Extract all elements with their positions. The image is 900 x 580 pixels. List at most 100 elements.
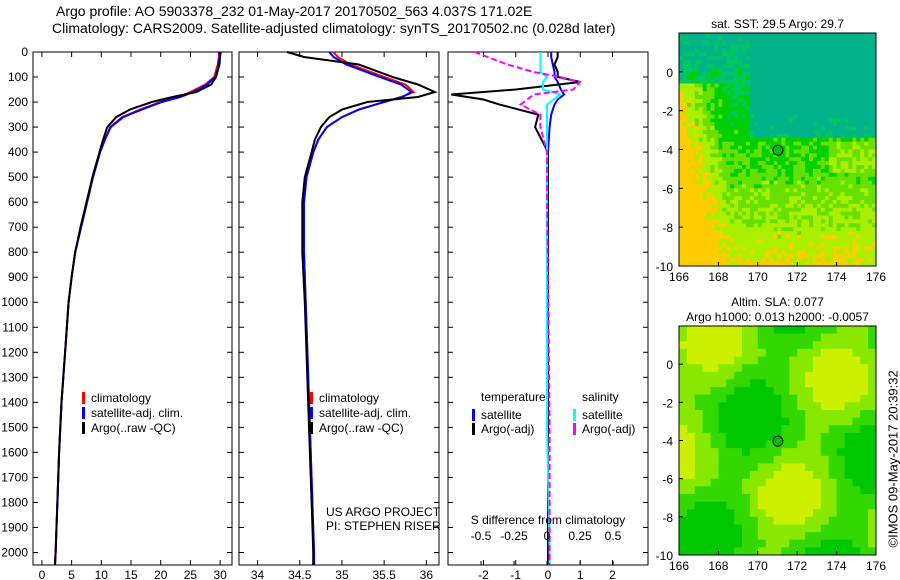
map-cell — [746, 200, 751, 205]
map-cell — [785, 118, 790, 123]
map-cell — [836, 48, 841, 53]
map-cell — [686, 493, 696, 502]
map-cell — [801, 157, 806, 162]
map-cell — [690, 200, 696, 205]
map-cell — [797, 348, 806, 357]
map-cell — [761, 192, 767, 197]
map-cell — [686, 478, 696, 487]
map-cell — [679, 463, 688, 472]
y-tick-label: 1500 — [1, 420, 28, 434]
map-cell — [734, 110, 739, 116]
map-cell — [785, 48, 790, 53]
map-cell — [824, 91, 830, 96]
map-cell — [868, 254, 873, 259]
map-cell — [832, 52, 838, 57]
map-cell — [809, 64, 814, 69]
map-cell — [801, 40, 806, 46]
map-cell — [726, 87, 731, 92]
map-cell — [856, 44, 861, 49]
map-cell — [718, 102, 723, 108]
map-cell — [749, 48, 755, 53]
map-cell — [813, 364, 822, 373]
map-cell — [824, 258, 830, 263]
map-cell — [722, 137, 727, 143]
map-cell — [793, 36, 798, 42]
x-tick-label: 35.5 — [372, 568, 396, 580]
map-cell — [702, 219, 707, 224]
map-cell — [797, 196, 802, 201]
map-cell — [828, 341, 838, 350]
map-cell — [706, 207, 711, 213]
map-cell — [840, 246, 845, 251]
map-cell — [781, 79, 786, 84]
map-cell — [698, 250, 704, 255]
map-cell — [749, 524, 759, 533]
map-cell — [730, 52, 735, 57]
map-cell — [789, 110, 794, 116]
map-cell — [682, 250, 688, 255]
map-cell — [828, 141, 834, 147]
map-cell — [694, 478, 704, 487]
map-cell — [828, 134, 834, 139]
map-cell — [844, 56, 849, 61]
map-cell — [824, 130, 830, 135]
map-cell — [726, 394, 735, 403]
map-cell — [718, 219, 723, 224]
map-cell — [813, 134, 818, 139]
map-cell — [769, 207, 774, 213]
map-cell — [690, 180, 696, 185]
map-cell — [801, 99, 806, 104]
map-cell — [706, 262, 711, 267]
map-cell — [730, 79, 735, 84]
y-tick-label: 200 — [8, 95, 28, 109]
map-cell — [757, 463, 767, 472]
map-cell — [702, 180, 707, 185]
map-cell — [690, 223, 696, 228]
map-cell — [730, 258, 735, 263]
map-cell — [690, 126, 696, 131]
map-cell — [860, 176, 865, 182]
map-cell — [872, 254, 877, 259]
map-cell — [840, 242, 845, 248]
map-cell — [836, 219, 841, 224]
map-cell — [868, 227, 873, 232]
map-cell — [769, 242, 774, 248]
map-cell — [805, 44, 810, 49]
map-cell — [765, 40, 771, 46]
map-cell — [789, 126, 794, 131]
map-cell — [722, 126, 727, 131]
map-cell — [828, 432, 838, 441]
map-cell — [832, 33, 838, 38]
map-cell — [686, 486, 696, 495]
map-cell — [844, 478, 853, 487]
map-cell — [686, 102, 692, 108]
map-cell — [686, 75, 692, 81]
map-cell — [805, 509, 814, 518]
map-cell — [864, 172, 869, 178]
map-cell — [765, 48, 771, 53]
map-cell — [828, 211, 834, 216]
map-cell — [710, 102, 715, 108]
map-cell — [852, 262, 857, 267]
map-cell — [809, 172, 814, 178]
map-cell — [809, 44, 814, 49]
map-cell — [690, 196, 696, 201]
map-cell — [694, 184, 700, 189]
map-cell — [730, 196, 735, 201]
map-cell — [698, 149, 704, 154]
map-cell — [702, 379, 711, 388]
map-cell — [836, 501, 845, 510]
map-cell — [832, 203, 838, 209]
map-cell — [813, 471, 822, 480]
map-cell — [860, 118, 865, 123]
map-cell — [730, 223, 735, 228]
map-cell — [868, 203, 873, 209]
map-cell — [852, 130, 857, 135]
map-cell — [805, 114, 810, 119]
map-cell — [710, 207, 715, 213]
map-cell — [789, 141, 794, 147]
map-cell — [844, 114, 849, 119]
map-cell — [828, 417, 838, 426]
map-cell — [824, 141, 830, 147]
map-cell — [864, 215, 869, 220]
